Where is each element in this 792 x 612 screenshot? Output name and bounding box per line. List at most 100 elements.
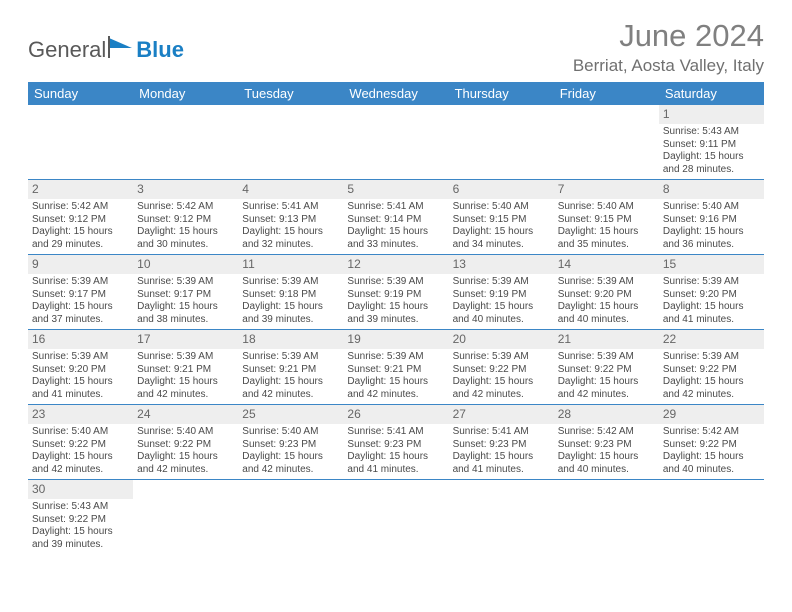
day-cell: 8 Sunrise: 5:40 AMSunset: 9:16 PMDaylight… [659,180,764,255]
day-details: Sunrise: 5:40 AMSunset: 9:22 PMDaylight:… [32,426,129,476]
day-number: 22 [659,330,764,349]
day-cell: 10Sunrise: 5:39 AMSunset: 9:17 PMDayligh… [133,255,238,330]
day-number: 10 [133,255,238,274]
empty-cell [449,480,554,555]
empty-cell [238,105,343,180]
day-cell: 15 Sunrise: 5:39 AMSunset: 9:20 PMDayligh… [659,255,764,330]
day-cell: 13 Sunrise: 5:39 AMSunset: 9:19 PMDayligh… [449,255,554,330]
day-cell: 28 Sunrise: 5:42 AMSunset: 9:23 PMDayligh… [554,405,659,480]
calendar-row: 2 Sunrise: 5:42 AMSunset: 9:12 PMDaylight… [28,180,764,255]
flag-icon [108,36,136,58]
day-cell: 2 Sunrise: 5:42 AMSunset: 9:12 PMDaylight… [28,180,133,255]
day-cell: 21Sunrise: 5:39 AMSunset: 9:22 PMDayligh… [554,330,659,405]
day-number: 16 [28,330,133,349]
day-number: 21 [554,330,659,349]
day-number: 5 [343,180,448,199]
day-number: 14 [554,255,659,274]
day-number: 19 [343,330,448,349]
day-number: 26 [343,405,448,424]
day-details: Sunrise: 5:40 AMSunset: 9:16 PMDaylight:… [663,201,760,251]
day-number: 13 [449,255,554,274]
day-cell: 18Sunrise: 5:39 AMSunset: 9:21 PMDayligh… [238,330,343,405]
brand-part2: Blue [136,37,184,63]
day-details: Sunrise: 5:39 AMSunset: 9:18 PMDaylight:… [242,276,339,326]
day-number: 4 [238,180,343,199]
day-details: Sunrise: 5:39 AMSunset: 9:19 PMDaylight:… [347,276,444,326]
day-details: Sunrise: 5:42 AMSunset: 9:23 PMDaylight:… [558,426,655,476]
day-details: Sunrise: 5:39 AMSunset: 9:21 PMDaylight:… [137,351,234,401]
day-cell: 7 Sunrise: 5:40 AMSunset: 9:15 PMDaylight… [554,180,659,255]
day-cell: 6 Sunrise: 5:40 AMSunset: 9:15 PMDaylight… [449,180,554,255]
day-cell: 20Sunrise: 5:39 AMSunset: 9:22 PMDayligh… [449,330,554,405]
day-details: Sunrise: 5:39 AMSunset: 9:19 PMDaylight:… [453,276,550,326]
day-number: 2 [28,180,133,199]
weekday-header-row: SundayMondayTuesdayWednesdayThursdayFrid… [28,82,764,105]
day-cell: 26Sunrise: 5:41 AMSunset: 9:23 PMDayligh… [343,405,448,480]
weekday-header: Sunday [28,82,133,105]
calendar-row: 9Sunrise: 5:39 AMSunset: 9:17 PMDaylight… [28,255,764,330]
weekday-header: Monday [133,82,238,105]
day-cell: 12 Sunrise: 5:39 AMSunset: 9:19 PMDayligh… [343,255,448,330]
brand-part1: General [28,37,106,63]
empty-cell [449,105,554,180]
day-details: Sunrise: 5:39 AMSunset: 9:21 PMDaylight:… [347,351,444,401]
empty-cell [343,105,448,180]
empty-cell [343,480,448,555]
day-details: Sunrise: 5:40 AMSunset: 9:15 PMDaylight:… [453,201,550,251]
day-cell: 5 Sunrise: 5:41 AMSunset: 9:14 PMDaylight… [343,180,448,255]
day-cell: 16Sunrise: 5:39 AMSunset: 9:20 PMDayligh… [28,330,133,405]
day-number: 8 [659,180,764,199]
day-number: 15 [659,255,764,274]
day-details: Sunrise: 5:41 AMSunset: 9:13 PMDaylight:… [242,201,339,251]
calendar-body: 1Sunrise: 5:43 AMSunset: 9:11 PMDaylight… [28,105,764,554]
day-details: Sunrise: 5:39 AMSunset: 9:17 PMDaylight:… [32,276,129,326]
day-cell: 25Sunrise: 5:40 AMSunset: 9:23 PMDayligh… [238,405,343,480]
calendar-wrapper: SundayMondayTuesdayWednesdayThursdayFrid… [0,82,792,554]
day-number: 17 [133,330,238,349]
weekday-header: Saturday [659,82,764,105]
empty-cell [554,480,659,555]
day-details: Sunrise: 5:42 AMSunset: 9:22 PMDaylight:… [663,426,760,476]
day-number: 30 [28,480,133,499]
weekday-header: Thursday [449,82,554,105]
day-cell: 22Sunrise: 5:39 AMSunset: 9:22 PMDayligh… [659,330,764,405]
day-details: Sunrise: 5:41 AMSunset: 9:23 PMDaylight:… [453,426,550,476]
day-details: Sunrise: 5:40 AMSunset: 9:23 PMDaylight:… [242,426,339,476]
brand-logo: General Blue [28,36,184,64]
day-number: 7 [554,180,659,199]
day-cell: 17 Sunrise: 5:39 AMSunset: 9:21 PMDayligh… [133,330,238,405]
day-details: Sunrise: 5:39 AMSunset: 9:20 PMDaylight:… [558,276,655,326]
day-cell: 19 Sunrise: 5:39 AMSunset: 9:21 PMDayligh… [343,330,448,405]
empty-cell [28,105,133,180]
day-number: 23 [28,405,133,424]
day-cell: 3Sunrise: 5:42 AMSunset: 9:12 PMDaylight… [133,180,238,255]
weekday-header: Friday [554,82,659,105]
day-number: 12 [343,255,448,274]
calendar-row: 30Sunrise: 5:43 AMSunset: 9:22 PMDayligh… [28,480,764,555]
day-number: 18 [238,330,343,349]
day-cell: 11 Sunrise: 5:39 AMSunset: 9:18 PMDayligh… [238,255,343,330]
day-number: 28 [554,405,659,424]
day-details: Sunrise: 5:43 AMSunset: 9:11 PMDaylight:… [663,126,760,176]
weekday-header: Wednesday [343,82,448,105]
calendar-row: 1Sunrise: 5:43 AMSunset: 9:11 PMDaylight… [28,105,764,180]
title-block: June 2024 Berriat, Aosta Valley, Italy [573,18,764,76]
day-number: 6 [449,180,554,199]
day-number: 3 [133,180,238,199]
day-details: Sunrise: 5:42 AMSunset: 9:12 PMDaylight:… [32,201,129,251]
day-details: Sunrise: 5:41 AMSunset: 9:14 PMDaylight:… [347,201,444,251]
day-details: Sunrise: 5:40 AMSunset: 9:22 PMDaylight:… [137,426,234,476]
day-number: 20 [449,330,554,349]
day-cell: 14 Sunrise: 5:39 AMSunset: 9:20 PMDayligh… [554,255,659,330]
day-number: 24 [133,405,238,424]
day-details: Sunrise: 5:39 AMSunset: 9:20 PMDaylight:… [663,276,760,326]
day-cell: 1Sunrise: 5:43 AMSunset: 9:11 PMDaylight… [659,105,764,180]
day-number: 27 [449,405,554,424]
day-details: Sunrise: 5:40 AMSunset: 9:15 PMDaylight:… [558,201,655,251]
empty-cell [238,480,343,555]
day-cell: 30Sunrise: 5:43 AMSunset: 9:22 PMDayligh… [28,480,133,555]
day-number: 29 [659,405,764,424]
calendar-row: 16Sunrise: 5:39 AMSunset: 9:20 PMDayligh… [28,330,764,405]
weekday-header: Tuesday [238,82,343,105]
day-number: 11 [238,255,343,274]
